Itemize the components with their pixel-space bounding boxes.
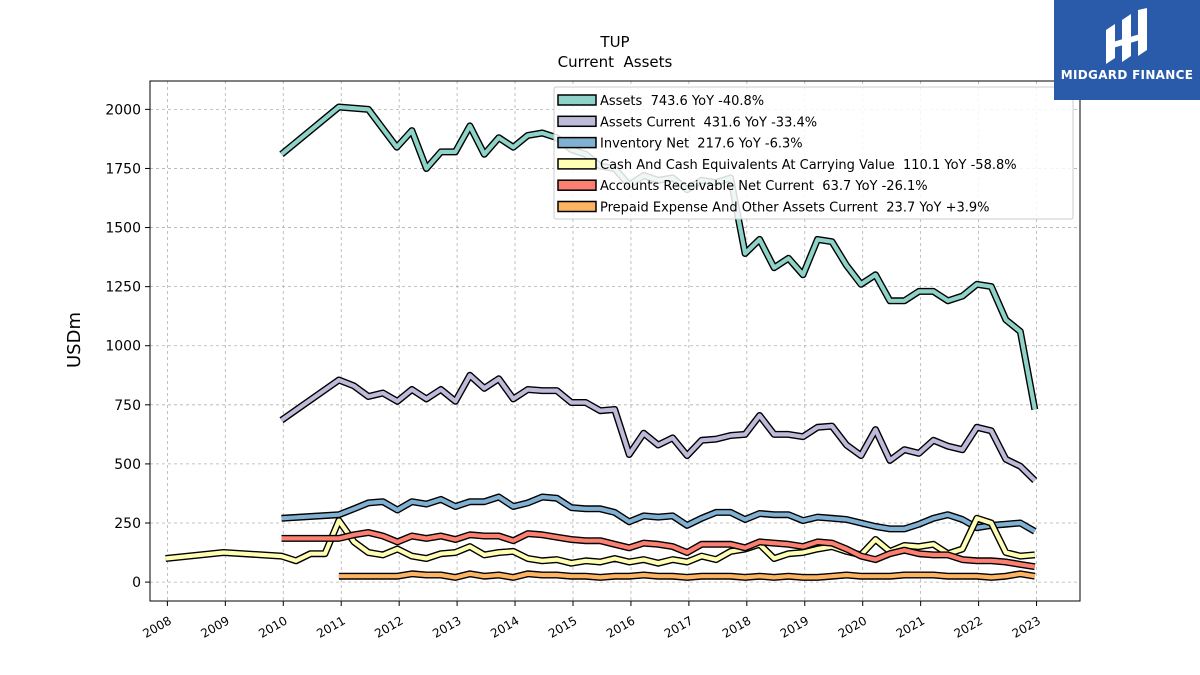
x-tick-label: 2014 — [488, 613, 521, 640]
x-tick-label: 2008 — [140, 613, 173, 640]
y-tick-label: 750 — [114, 398, 141, 414]
logo-mark-icon — [1106, 8, 1147, 64]
x-tick-label: 2022 — [952, 613, 985, 640]
chart-subtitle: Current Assets — [558, 53, 673, 71]
legend-swatch — [557, 94, 597, 106]
series-line — [281, 530, 1036, 569]
plot-frame — [149, 80, 1081, 602]
legend-entry: Assets Current 431.6 YoY -33.4% — [600, 115, 817, 130]
x-tick-label: 2016 — [604, 613, 637, 640]
series-3 — [165, 514, 1036, 567]
y-tick-label: 2000 — [105, 102, 141, 118]
x-tick-label: 2023 — [1010, 613, 1043, 640]
y-tick-label: 1000 — [105, 339, 141, 355]
series-2 — [281, 493, 1037, 535]
x-axis: 2008 2009 2010 2011 2012 2013 2014 2015 2016 2017… — [140, 601, 1043, 641]
x-tick-label: 2019 — [778, 613, 811, 640]
legend-swatch — [557, 179, 597, 191]
x-tick-label: 2018 — [720, 613, 753, 640]
legend-swatch — [557, 136, 597, 149]
logo-text: MIDGARD FINANCE — [1060, 68, 1194, 82]
x-tick-label: 2012 — [372, 613, 405, 640]
series-outline — [281, 493, 1037, 535]
chart-title: TUP — [599, 33, 629, 51]
x-tick-label: 2017 — [662, 613, 695, 640]
series-4 — [281, 529, 1036, 571]
x-tick-label: 2009 — [198, 613, 231, 640]
series-1 — [279, 371, 1038, 484]
legend-entry: Accounts Receivable Net Current 63.7 YoY… — [600, 179, 928, 194]
x-tick-label: 2011 — [314, 613, 347, 640]
y-axis: 0 250 500 750 1000 1250 1500 1750 2000 — [105, 102, 150, 591]
series-line — [281, 494, 1036, 534]
legend-swatch — [557, 200, 597, 213]
legend-entry: Prepaid Expense And Other Assets Current… — [600, 201, 990, 216]
legend: Assets 743.6 YoY -40.8% Assets Current 43… — [553, 86, 1074, 220]
y-tick-label: 0 — [132, 575, 141, 591]
series-outline — [279, 371, 1038, 484]
legend-box — [553, 86, 1074, 220]
legend-entry: Assets 743.6 YoY -40.8% — [600, 94, 764, 109]
y-tick-label: 250 — [114, 516, 141, 532]
x-tick-label: 2021 — [894, 613, 927, 640]
legend-swatch — [557, 158, 597, 170]
series-layer — [165, 103, 1039, 581]
x-tick-label: 2020 — [836, 613, 869, 640]
y-tick-label: 1250 — [105, 280, 141, 296]
x-tick-label: 2015 — [546, 613, 579, 640]
legend-entry: Inventory Net 217.6 YoY -6.3% — [600, 137, 803, 152]
series-line — [338, 571, 1036, 580]
series-line — [165, 516, 1035, 566]
legend-entry: Cash And Cash Equivalents At Carrying Va… — [600, 158, 1017, 173]
x-tick-label: 2010 — [256, 613, 289, 640]
y-tick-label: 1500 — [105, 221, 141, 237]
series-line — [280, 373, 1037, 483]
x-tick-label: 2013 — [430, 613, 463, 640]
midgard-finance-logo: MIDGARD FINANCE — [1054, 0, 1200, 100]
y-tick-label: 500 — [114, 457, 141, 473]
y-axis-label: USDm — [64, 312, 85, 368]
series-5 — [338, 570, 1036, 581]
legend-swatch — [557, 115, 597, 128]
y-tick-label: 1750 — [105, 161, 141, 177]
